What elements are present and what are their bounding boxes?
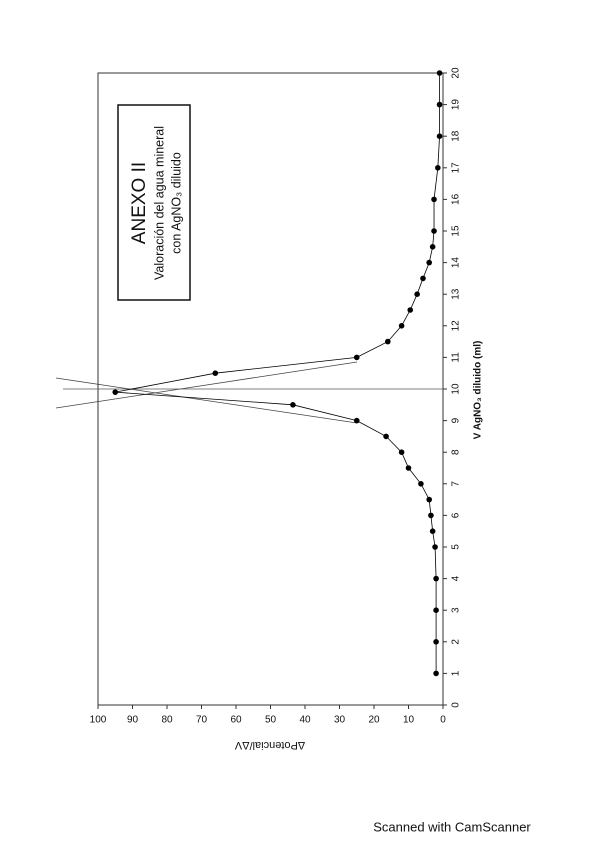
- y-tick-label: 60: [230, 715, 242, 726]
- y-tick-label: 90: [127, 715, 139, 726]
- x-tick-label: 15: [451, 225, 462, 237]
- y-tick-label: 20: [368, 715, 380, 726]
- y-tick-label: 50: [265, 715, 277, 726]
- data-point: [426, 259, 433, 266]
- x-tick-label: 13: [451, 288, 462, 300]
- extrapolation-lines: [55, 361, 358, 424]
- data-point: [435, 164, 441, 171]
- data-point: [436, 133, 443, 139]
- data-point: [383, 433, 389, 440]
- x-tick-label: 18: [451, 130, 462, 142]
- data-point: [431, 196, 437, 203]
- x-tick-label: 7: [451, 481, 462, 487]
- data-point: [112, 389, 119, 395]
- data-point: [385, 338, 391, 345]
- x-tick-label: 16: [451, 193, 462, 205]
- data-point: [436, 70, 443, 76]
- data-point: [407, 307, 414, 313]
- data-point: [433, 638, 439, 645]
- tangent-line: [55, 377, 358, 424]
- chart: 0123456789101112131415161718192001020304…: [63, 67, 484, 751]
- annotation-box: [117, 104, 191, 301]
- data-point: [436, 101, 443, 108]
- y-tick-label: 10: [403, 715, 415, 726]
- footer: Scanned with CamScanner: [373, 819, 531, 834]
- y-axis-label: ΔPotencial/ΔV: [234, 739, 305, 751]
- x-tick-label: 14: [451, 257, 462, 269]
- annotation-text: con AgNO₃ diluido: [169, 152, 183, 254]
- x-tick-label: 5: [451, 544, 462, 550]
- data-point: [353, 417, 360, 424]
- tangent-line: [55, 361, 358, 409]
- x-tick-label: 11: [451, 352, 462, 363]
- y-tick-label: 30: [334, 715, 346, 726]
- y-tick-label: 0: [440, 715, 446, 726]
- x-tick-label: 4: [451, 575, 462, 581]
- y-tick-label: 70: [196, 715, 208, 726]
- data-point: [433, 670, 439, 677]
- x-tick-label: 6: [451, 512, 462, 518]
- data-point: [212, 370, 219, 376]
- data-point: [429, 528, 436, 534]
- x-tick-label: 3: [451, 607, 462, 613]
- data-point: [431, 228, 437, 234]
- x-tick-label: 19: [451, 99, 462, 111]
- data-point: [433, 575, 439, 582]
- x-tick-label: 2: [451, 639, 462, 645]
- y-tick-label: 40: [299, 715, 311, 726]
- data-point: [405, 465, 412, 471]
- x-tick-label: 12: [451, 320, 462, 332]
- x-tick-label: 20: [451, 67, 462, 79]
- data-point: [414, 291, 420, 297]
- x-tick-label: 0: [451, 702, 462, 708]
- x-tick-label: 1: [451, 670, 462, 676]
- data-point: [290, 401, 296, 408]
- annotation-text: ANEXO II: [129, 162, 150, 244]
- annotation-text: Valoración del agua mineral: [152, 126, 166, 280]
- y-tick-label: 80: [161, 715, 173, 726]
- x-tick-label: 8: [451, 449, 462, 455]
- data-point: [428, 512, 434, 519]
- data-point: [432, 544, 438, 550]
- data-point: [418, 481, 424, 487]
- x-tick-label: 10: [451, 383, 462, 395]
- x-tick-label: 17: [451, 162, 462, 174]
- data-point: [429, 243, 436, 250]
- data-point: [426, 496, 433, 503]
- data-point: [398, 322, 405, 329]
- y-tick-label: 100: [90, 715, 107, 726]
- data-point: [433, 607, 439, 613]
- data-point: [353, 354, 360, 361]
- x-tick-label: 9: [451, 417, 462, 423]
- data-point: [398, 449, 405, 455]
- data-point: [420, 275, 426, 282]
- x-axis-label: V AgNO₃ diluido (ml): [473, 341, 484, 440]
